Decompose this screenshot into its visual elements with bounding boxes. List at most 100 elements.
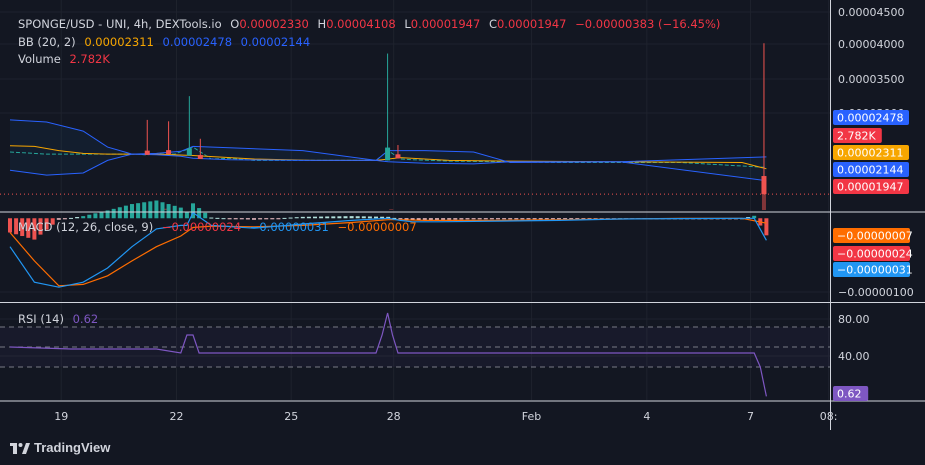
macd-hist-bar-41 bbox=[258, 218, 263, 220]
macd-hist-bar-8 bbox=[56, 218, 61, 220]
volume-value: 2.782K bbox=[69, 52, 110, 66]
macd-legend: MACD (12, 26, close, 9) −0.00000024 −0.0… bbox=[18, 220, 422, 234]
x-tick-1: 22 bbox=[170, 410, 184, 423]
series-bb-lower bbox=[9, 153, 767, 182]
macd-hist-bar-2 bbox=[20, 218, 25, 237]
series-bb-upper bbox=[9, 119, 767, 164]
macd-hist-bar-65 bbox=[404, 218, 409, 220]
macd-hist-bar-72 bbox=[447, 218, 452, 220]
macd-hist-bar-62 bbox=[386, 216, 391, 219]
price-badge-−0.00000031: −0.00000031 bbox=[837, 264, 913, 277]
macd-hist-bar-55 bbox=[343, 216, 348, 219]
price-badge-−0.00000024: −0.00000024 bbox=[837, 248, 913, 261]
x-tick-7: 08: bbox=[820, 410, 838, 423]
macd-line-value: −0.00000031 bbox=[249, 220, 329, 234]
macd-hist-bar-45 bbox=[282, 217, 287, 219]
macd-hist-bar-5 bbox=[38, 218, 43, 235]
macd-hist-bar-30 bbox=[191, 203, 195, 219]
macd-hist-bar-92 bbox=[569, 218, 574, 220]
volume-legend: Volume 2.782K bbox=[18, 52, 115, 66]
macd-hist-bar-51 bbox=[319, 216, 324, 219]
rsi-label: RSI (14) bbox=[18, 312, 64, 326]
macd-hist-bar-15 bbox=[99, 211, 104, 219]
macd-hist-bar-1 bbox=[14, 218, 19, 235]
macd-hist-bar-70 bbox=[435, 218, 439, 220]
main-legend: SPONGE/USD - UNI, 4h, DEXTools.io O0.000… bbox=[18, 17, 725, 31]
price-badge-−0.00000007: −0.00000007 bbox=[837, 230, 913, 243]
macd-hist-bar-88 bbox=[544, 218, 549, 220]
macd-hist-bar-12 bbox=[81, 216, 86, 219]
macd-hist-bar-78 bbox=[483, 218, 488, 220]
price-badge-0.00002144: 0.00002144 bbox=[837, 164, 903, 177]
price-badge-bg-0.00002144 bbox=[833, 162, 909, 177]
price-scale-labels: 0.00002478 2.782K 0.00002311 0.00002144 0.00… bbox=[833, 110, 913, 401]
macd-hist-bar-23 bbox=[148, 201, 153, 219]
macd-hist-bar-63 bbox=[392, 217, 397, 219]
macd-hist-bar-85 bbox=[526, 218, 531, 220]
macd-hist-bar-25 bbox=[160, 202, 165, 219]
macd-hist-bar-11 bbox=[75, 217, 80, 219]
macd-hist-bar-49 bbox=[306, 216, 311, 219]
volume-bar-0 bbox=[163, 208, 168, 210]
macd-hist-bar-18 bbox=[117, 207, 122, 219]
macd-hist-bar-75 bbox=[465, 218, 470, 220]
macd-hist-bar-83 bbox=[514, 218, 519, 220]
macd-hist-bar-3 bbox=[26, 218, 31, 238]
macd-hist-bar-21 bbox=[136, 203, 141, 219]
bb-label: BB (20, 2) bbox=[18, 35, 76, 49]
macd-hist-bar-77 bbox=[477, 218, 482, 220]
macd-label: MACD (12, 26, close, 9) bbox=[18, 220, 154, 234]
macd-hist-bar-33 bbox=[209, 217, 214, 219]
macd-hist-bar-74 bbox=[459, 218, 464, 220]
macd-hist-bar-16 bbox=[105, 210, 110, 219]
tradingview-watermark[interactable]: TradingView bbox=[10, 440, 110, 455]
macd-hist-bar-57 bbox=[355, 216, 360, 219]
macd-hist-bar-60 bbox=[374, 216, 378, 219]
x-tick-5: 4 bbox=[643, 410, 650, 423]
y-tick-price-1: 0.00004000 bbox=[838, 38, 904, 51]
price-badge-bg-0.00002478 bbox=[833, 110, 909, 125]
macd-hist-bar-35 bbox=[221, 218, 226, 220]
macd-hist-bar-14 bbox=[93, 213, 98, 219]
grid bbox=[0, 0, 830, 400]
macd-hist-bar-20 bbox=[130, 204, 134, 219]
macd-hist-bar-94 bbox=[581, 218, 586, 220]
price-badge-bg-0.00002311 bbox=[833, 145, 909, 160]
candle-body-0 bbox=[144, 150, 150, 155]
rsi-value: 0.62 bbox=[72, 312, 99, 326]
macd-histogram bbox=[8, 200, 769, 240]
macd-hist-bar-76 bbox=[471, 218, 476, 220]
y-tick-rsi-1: 40.00 bbox=[838, 350, 870, 363]
macd-hist-bar-26 bbox=[166, 204, 171, 219]
macd-hist-bar-52 bbox=[325, 216, 330, 219]
macd-hist-bar-32 bbox=[203, 212, 208, 219]
price-badge-bg-0.00001947 bbox=[833, 179, 909, 194]
macd-hist-bar-122 bbox=[752, 215, 757, 219]
macd-hist-bar-44 bbox=[276, 218, 281, 220]
macd-hist-bar-67 bbox=[416, 218, 421, 220]
legend-high: 0.00004108 bbox=[326, 17, 396, 31]
macd-hist-bar-56 bbox=[349, 216, 354, 219]
macd-hist-bar-37 bbox=[233, 218, 238, 220]
macd-hist-bar-81 bbox=[502, 218, 507, 220]
macd-hist-bar-68 bbox=[422, 218, 427, 220]
macd-hist-bar-42 bbox=[264, 218, 269, 220]
candle-body-6 bbox=[761, 176, 767, 195]
macd-hist-bar-9 bbox=[62, 218, 67, 220]
macd-hist-bar-93 bbox=[575, 218, 580, 220]
price-badge-bg-−0.00000024 bbox=[833, 246, 910, 261]
legend-open: 0.00002330 bbox=[239, 17, 309, 31]
legend-low-label: L bbox=[404, 17, 411, 31]
macd-hist-bar-6 bbox=[44, 218, 49, 230]
macd-hist-bar-121 bbox=[746, 217, 751, 219]
price-badge-bg-2.782K bbox=[833, 128, 882, 143]
macd-hist-bar-54 bbox=[337, 216, 342, 219]
series-macd bbox=[9, 211, 767, 288]
macd-hist-bar-28 bbox=[178, 207, 183, 219]
macd-hist-bar-87 bbox=[538, 218, 543, 220]
bb-upper-value: 0.00002478 bbox=[162, 35, 233, 49]
pane-separators bbox=[0, 0, 925, 430]
volume-label: Volume bbox=[18, 52, 61, 66]
macd-hist-bar-46 bbox=[288, 217, 293, 219]
